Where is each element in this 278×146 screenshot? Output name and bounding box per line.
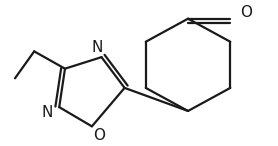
Text: O: O — [240, 5, 252, 20]
Text: N: N — [42, 105, 53, 120]
Text: O: O — [94, 128, 106, 144]
Text: N: N — [92, 40, 103, 55]
